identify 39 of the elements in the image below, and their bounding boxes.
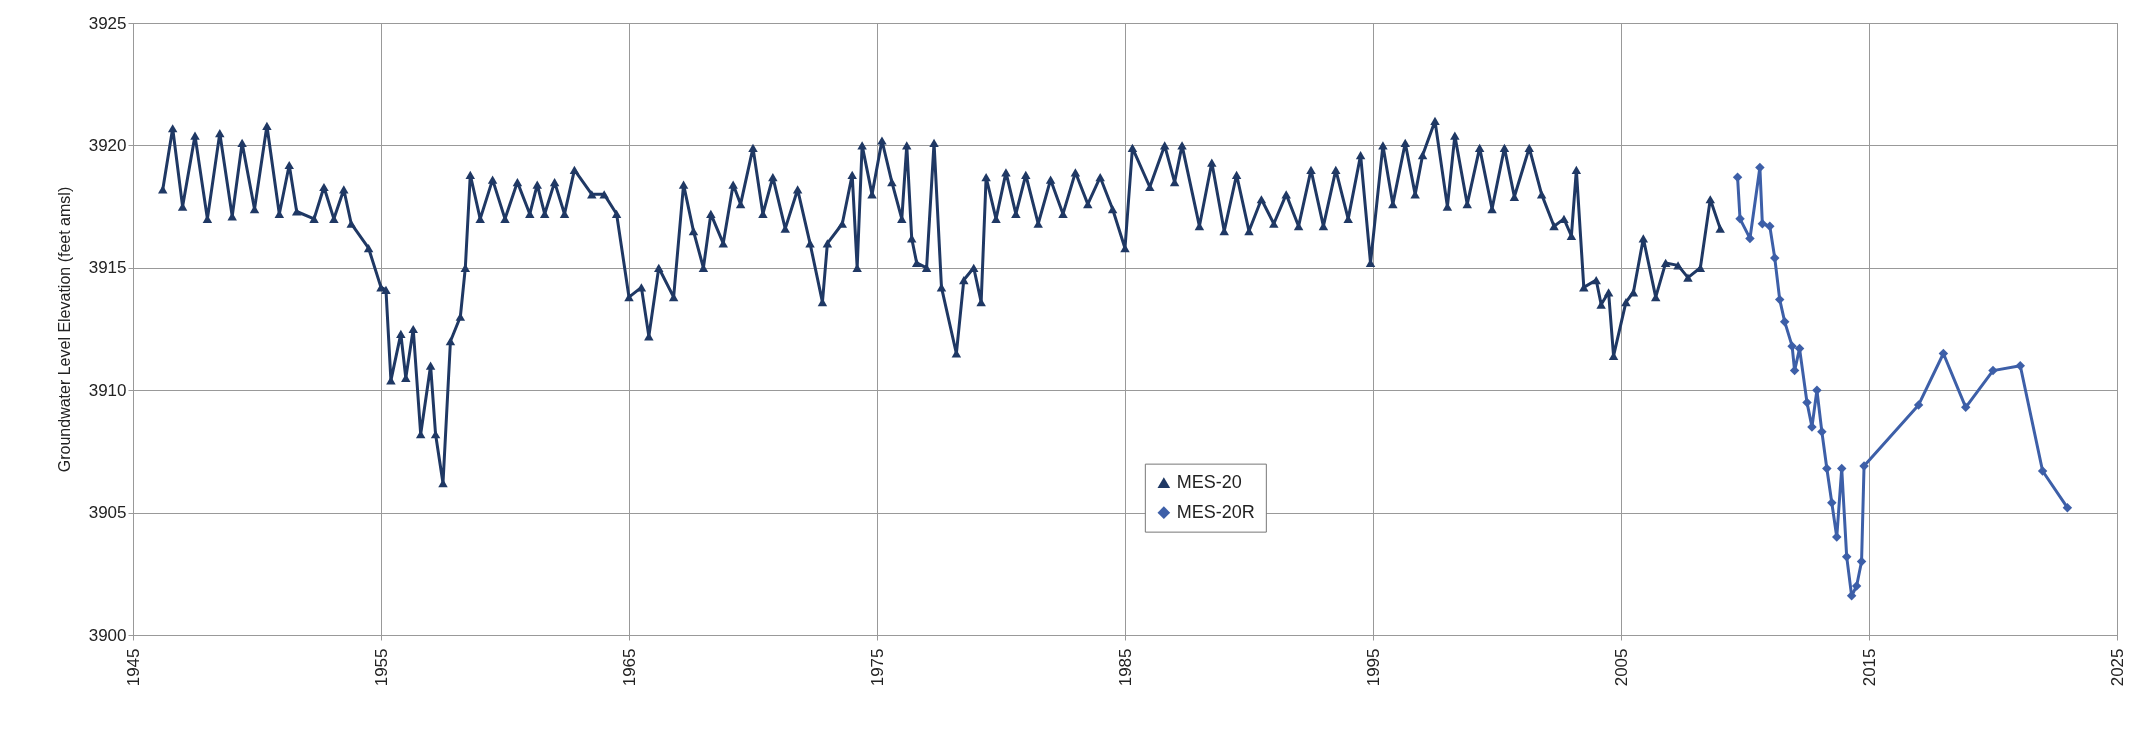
point <box>1960 402 1971 413</box>
x-tick-label: 1975 <box>867 648 887 687</box>
point <box>1774 294 1785 305</box>
y-tick-label: 3925 <box>88 13 127 33</box>
point <box>1779 316 1790 327</box>
y-tick-label: 3900 <box>88 625 127 645</box>
x-tick-label: 2015 <box>1859 648 1879 687</box>
point <box>1817 427 1827 437</box>
point <box>1846 591 1857 601</box>
point <box>1832 532 1842 542</box>
point <box>1913 400 1924 410</box>
y-tick-label: 3915 <box>88 258 127 278</box>
point <box>1732 172 1743 182</box>
point <box>1812 385 1822 395</box>
x-tick-label: 1955 <box>371 648 391 687</box>
point <box>1851 581 1862 591</box>
point <box>1765 221 1775 231</box>
legend-label: MES-20R <box>1176 501 1255 522</box>
point <box>1822 463 1832 474</box>
x-tick-label: 1965 <box>619 648 639 687</box>
point <box>2062 502 2073 513</box>
y-axis-title: Groundwater Level Elevation (feet amsl) <box>55 186 73 473</box>
x-tick-label: 1945 <box>123 648 143 687</box>
x-tick-label: 1985 <box>1115 648 1135 687</box>
point <box>1988 365 1998 376</box>
legend-label: MES-20 <box>1176 471 1242 492</box>
y-tick-label: 3910 <box>88 380 127 400</box>
point <box>1938 348 1949 359</box>
y-tick-label: 3920 <box>88 135 127 155</box>
point <box>1856 556 1867 567</box>
point <box>1802 397 1812 408</box>
point <box>1827 498 1837 508</box>
x-tick-label: 2005 <box>1611 648 1631 687</box>
x-tick-label: 1995 <box>1363 648 1383 687</box>
point <box>1770 253 1780 263</box>
y-tick-label: 3905 <box>88 503 127 523</box>
point <box>2015 360 2026 371</box>
x-tick-label: 2025 <box>2107 648 2127 687</box>
point <box>2037 466 2048 476</box>
